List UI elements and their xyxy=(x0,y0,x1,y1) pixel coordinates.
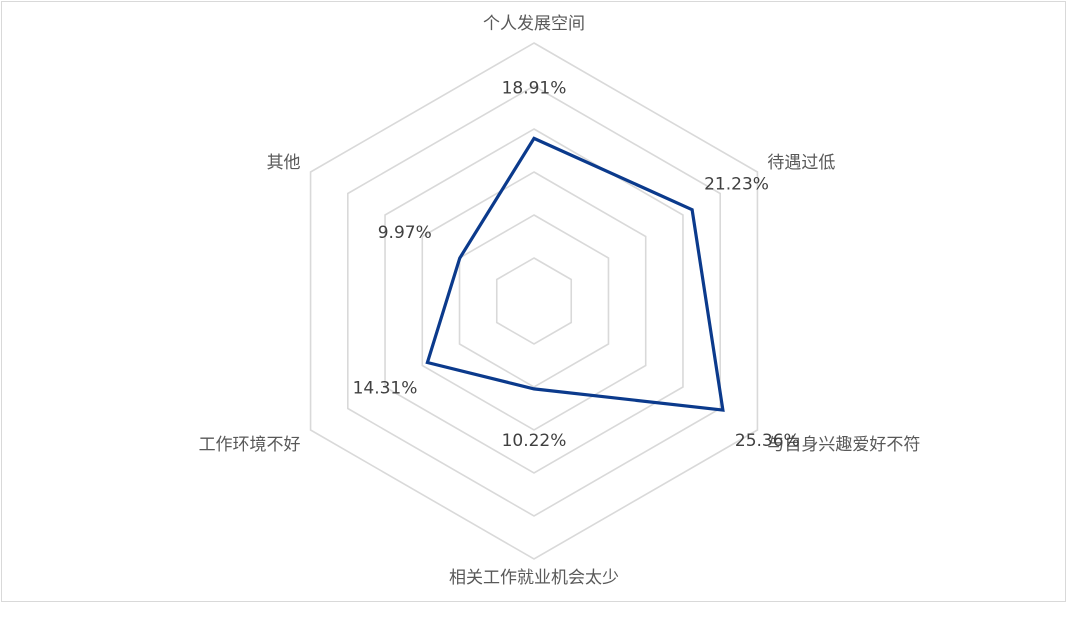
data-label-2: 21.23% xyxy=(704,175,769,195)
category-label-4: 相关工作就业机会太少 xyxy=(449,568,619,588)
radar-series xyxy=(425,136,725,412)
grid-ring-4 xyxy=(384,128,684,474)
chart-frame xyxy=(1,1,1066,602)
data-label-5: 14.31% xyxy=(353,379,418,399)
data-label-6: 9.97% xyxy=(378,223,432,243)
grid-ring-1 xyxy=(495,257,573,345)
category-label-5: 工作环境不好 xyxy=(199,435,301,455)
grid-ring-5 xyxy=(347,85,721,517)
category-label-2: 待遇过低 xyxy=(767,153,835,173)
grid-ring-2 xyxy=(458,214,610,388)
grid-ring-6 xyxy=(309,42,759,560)
series-line xyxy=(425,136,725,412)
data-label-1: 18.91% xyxy=(502,78,567,98)
category-label-3: 与自身兴趣爱好不符 xyxy=(767,435,920,455)
data-label-3: 25.36% xyxy=(735,431,800,451)
category-label-1: 个人发展空间 xyxy=(483,14,585,34)
category-label-6: 其他 xyxy=(267,153,301,173)
grid-ring-3 xyxy=(421,171,647,431)
data-label-4: 10.22% xyxy=(502,431,567,451)
radar-grid xyxy=(309,42,759,560)
